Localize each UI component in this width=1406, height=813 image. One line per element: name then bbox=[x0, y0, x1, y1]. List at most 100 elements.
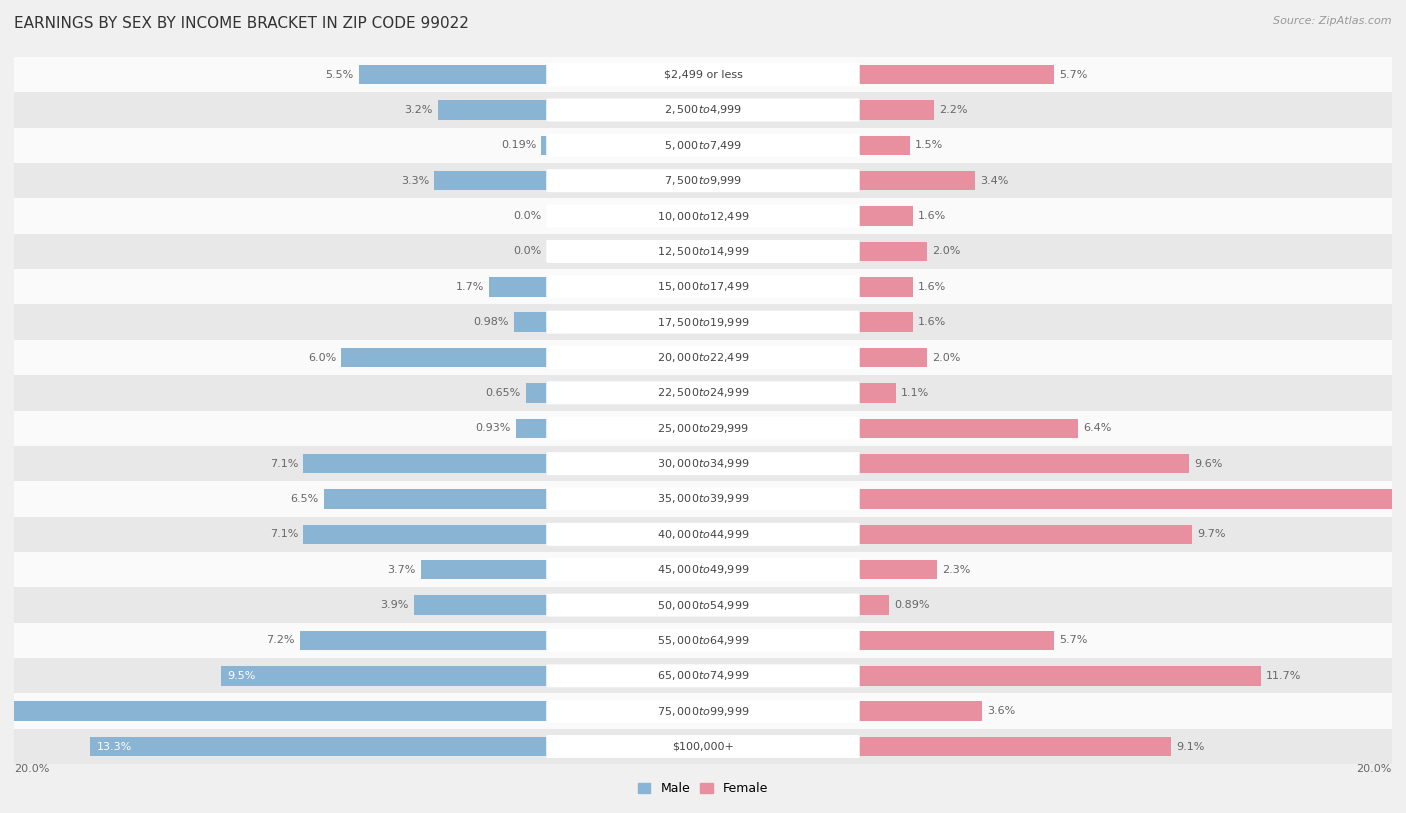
Bar bbox=[526, 383, 548, 402]
Bar bbox=[858, 65, 1054, 85]
FancyBboxPatch shape bbox=[547, 735, 859, 758]
Text: EARNINGS BY SEX BY INCOME BRACKET IN ZIP CODE 99022: EARNINGS BY SEX BY INCOME BRACKET IN ZIP… bbox=[14, 16, 470, 31]
FancyBboxPatch shape bbox=[547, 523, 859, 546]
Text: 5.5%: 5.5% bbox=[325, 70, 353, 80]
FancyBboxPatch shape bbox=[547, 488, 859, 511]
Text: $55,000 to $64,999: $55,000 to $64,999 bbox=[657, 634, 749, 647]
Bar bbox=[858, 312, 912, 332]
Text: 3.9%: 3.9% bbox=[380, 600, 409, 610]
Bar bbox=[434, 171, 548, 190]
Bar bbox=[299, 631, 548, 650]
Text: 6.0%: 6.0% bbox=[308, 353, 336, 363]
Text: $30,000 to $34,999: $30,000 to $34,999 bbox=[657, 457, 749, 470]
Text: 3.2%: 3.2% bbox=[404, 105, 433, 115]
Text: $17,500 to $19,999: $17,500 to $19,999 bbox=[657, 315, 749, 328]
Bar bbox=[14, 163, 1392, 198]
Bar bbox=[858, 171, 976, 190]
FancyBboxPatch shape bbox=[547, 276, 859, 298]
FancyBboxPatch shape bbox=[547, 559, 859, 581]
Bar bbox=[489, 277, 548, 297]
Bar bbox=[221, 666, 548, 685]
FancyBboxPatch shape bbox=[547, 381, 859, 404]
Text: $2,499 or less: $2,499 or less bbox=[664, 70, 742, 80]
Bar bbox=[14, 659, 1392, 693]
Text: 5.7%: 5.7% bbox=[1060, 636, 1088, 646]
Text: 0.93%: 0.93% bbox=[475, 424, 510, 433]
Text: 0.0%: 0.0% bbox=[513, 211, 541, 221]
Text: 20.0%: 20.0% bbox=[14, 764, 49, 774]
Text: 7.1%: 7.1% bbox=[270, 529, 298, 539]
Bar bbox=[14, 128, 1392, 163]
Bar bbox=[420, 560, 548, 580]
Text: 13.3%: 13.3% bbox=[97, 741, 132, 751]
Text: 3.6%: 3.6% bbox=[987, 706, 1015, 716]
Text: $12,500 to $14,999: $12,500 to $14,999 bbox=[657, 245, 749, 258]
Bar bbox=[14, 340, 1392, 375]
Text: 20.0%: 20.0% bbox=[1357, 764, 1392, 774]
Bar bbox=[323, 489, 548, 509]
Bar bbox=[541, 136, 548, 155]
Text: $35,000 to $39,999: $35,000 to $39,999 bbox=[657, 493, 749, 506]
Legend: Male, Female: Male, Female bbox=[633, 777, 773, 801]
Bar bbox=[304, 524, 548, 544]
Bar bbox=[858, 489, 1406, 509]
Bar bbox=[14, 481, 1392, 517]
FancyBboxPatch shape bbox=[547, 205, 859, 228]
Bar bbox=[858, 241, 927, 261]
Text: 1.7%: 1.7% bbox=[456, 282, 484, 292]
Bar bbox=[515, 312, 548, 332]
FancyBboxPatch shape bbox=[547, 664, 859, 687]
Text: 9.1%: 9.1% bbox=[1177, 741, 1205, 751]
FancyBboxPatch shape bbox=[547, 311, 859, 333]
Text: 9.7%: 9.7% bbox=[1198, 529, 1226, 539]
Text: 3.3%: 3.3% bbox=[401, 176, 429, 185]
Text: $7,500 to $9,999: $7,500 to $9,999 bbox=[664, 174, 742, 187]
Bar bbox=[858, 348, 927, 367]
Bar bbox=[0, 702, 548, 721]
Bar bbox=[413, 595, 548, 615]
Text: 11.7%: 11.7% bbox=[1267, 671, 1302, 680]
Bar bbox=[14, 693, 1392, 729]
Bar bbox=[14, 198, 1392, 234]
Bar bbox=[858, 631, 1054, 650]
Bar bbox=[858, 136, 910, 155]
Text: Source: ZipAtlas.com: Source: ZipAtlas.com bbox=[1274, 16, 1392, 26]
Bar bbox=[14, 92, 1392, 128]
Text: 3.4%: 3.4% bbox=[980, 176, 1008, 185]
Bar bbox=[14, 269, 1392, 304]
Text: 1.6%: 1.6% bbox=[918, 282, 946, 292]
Bar bbox=[858, 524, 1192, 544]
Text: $65,000 to $74,999: $65,000 to $74,999 bbox=[657, 669, 749, 682]
Text: 0.89%: 0.89% bbox=[894, 600, 929, 610]
Text: 2.3%: 2.3% bbox=[942, 565, 970, 575]
Bar bbox=[858, 560, 938, 580]
FancyBboxPatch shape bbox=[547, 98, 859, 121]
Text: 9.6%: 9.6% bbox=[1194, 459, 1222, 468]
FancyBboxPatch shape bbox=[547, 346, 859, 369]
Text: 7.2%: 7.2% bbox=[266, 636, 295, 646]
FancyBboxPatch shape bbox=[547, 240, 859, 263]
Bar bbox=[14, 376, 1392, 411]
Bar bbox=[14, 57, 1392, 92]
Text: 6.4%: 6.4% bbox=[1084, 424, 1112, 433]
Text: $2,500 to $4,999: $2,500 to $4,999 bbox=[664, 103, 742, 116]
Text: 1.1%: 1.1% bbox=[901, 388, 929, 398]
FancyBboxPatch shape bbox=[547, 593, 859, 616]
Bar bbox=[14, 552, 1392, 587]
FancyBboxPatch shape bbox=[547, 700, 859, 723]
Bar bbox=[304, 454, 548, 473]
Bar bbox=[858, 595, 889, 615]
Bar bbox=[14, 587, 1392, 623]
Bar bbox=[858, 666, 1261, 685]
FancyBboxPatch shape bbox=[547, 452, 859, 475]
Bar bbox=[14, 446, 1392, 481]
Text: 5.7%: 5.7% bbox=[1060, 70, 1088, 80]
Text: $50,000 to $54,999: $50,000 to $54,999 bbox=[657, 598, 749, 611]
Bar bbox=[858, 454, 1188, 473]
Text: $45,000 to $49,999: $45,000 to $49,999 bbox=[657, 563, 749, 576]
Bar bbox=[14, 729, 1392, 764]
Text: $100,000+: $100,000+ bbox=[672, 741, 734, 751]
Bar bbox=[14, 623, 1392, 659]
Text: $20,000 to $22,499: $20,000 to $22,499 bbox=[657, 351, 749, 364]
Text: 0.0%: 0.0% bbox=[513, 246, 541, 256]
